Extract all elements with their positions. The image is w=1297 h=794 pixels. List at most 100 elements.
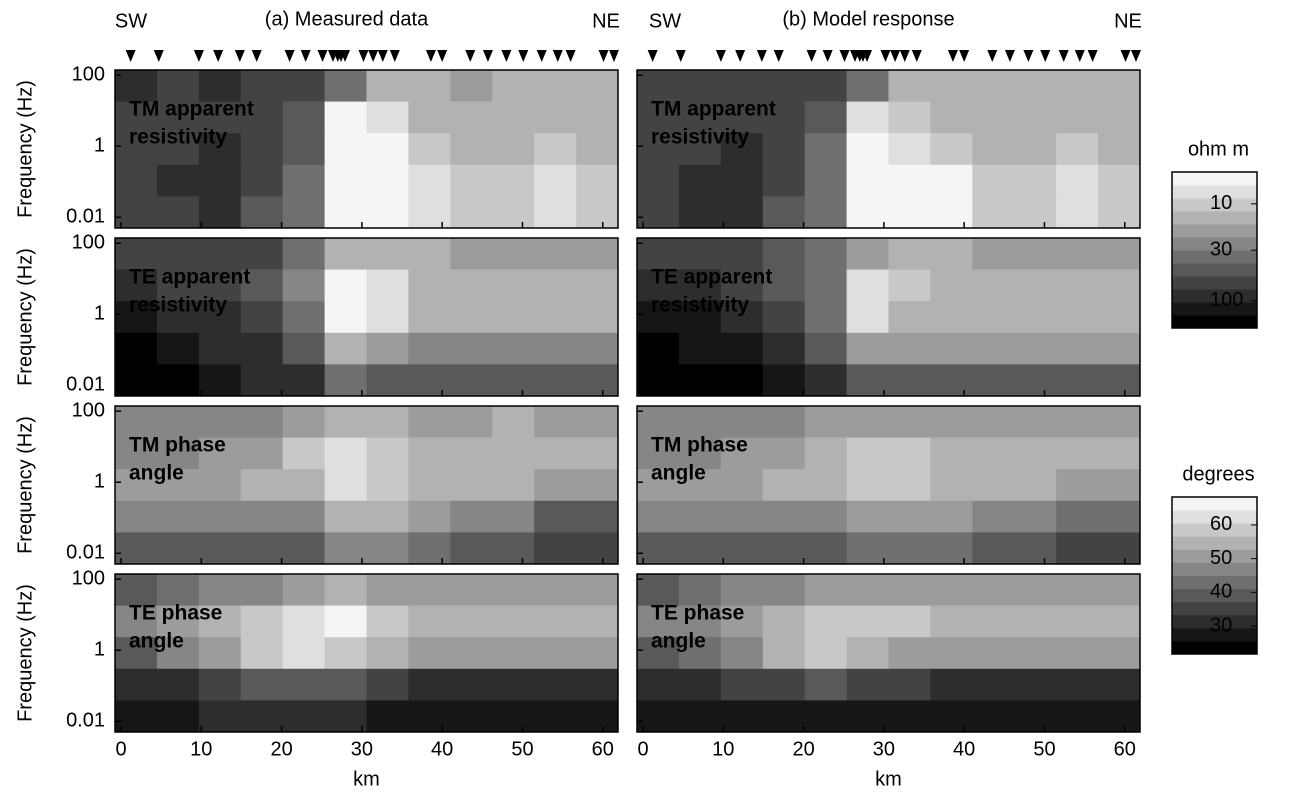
cell [762,406,806,439]
cell [1098,269,1141,302]
cell [1056,406,1099,439]
cell [324,406,367,439]
y-axis-label: Frequency (Hz) [14,248,36,386]
cell [324,700,367,733]
cell [366,668,409,701]
cell [804,668,848,701]
x-axis-label: km [353,768,380,790]
colorbar-tick-label: 50 [1210,547,1232,569]
cell [804,101,848,134]
x-tick-label: 20 [270,738,292,760]
cell [930,332,973,365]
cell [972,637,1015,670]
cell [888,574,931,607]
cell [888,668,931,701]
cell [762,269,806,302]
cell [1098,437,1141,470]
cell [492,70,535,103]
cell [408,700,451,733]
cell [678,101,722,134]
cell [576,164,619,197]
cell [1098,500,1141,533]
cell [972,668,1015,701]
colorbar-frame [1171,496,1258,655]
cell [156,500,200,533]
cell [720,532,764,565]
cell [240,196,284,229]
panel-frame [636,405,1141,565]
colorbar-tick-label: 10 [1210,192,1232,214]
x-tick-label: 50 [1033,738,1055,760]
cell [240,406,284,439]
cell [1014,70,1057,103]
cell [324,164,367,197]
cell [198,101,242,134]
cell [492,574,535,607]
cell [198,637,242,670]
cell [408,605,451,638]
cell [492,332,535,365]
cell [720,605,764,638]
cell [972,196,1015,229]
y-tick-label: 0.01 [66,206,105,228]
cell [720,101,764,134]
x-tick-label: 60 [1114,738,1136,760]
cell [762,668,806,701]
cell [576,700,619,733]
cell [804,637,848,670]
cell [930,700,973,733]
cell [534,238,577,271]
station [340,50,351,62]
cell [492,238,535,271]
cell [1098,574,1141,607]
x-axis-label: km [875,768,902,790]
cell [324,668,367,701]
cell [408,406,451,439]
cell [576,133,619,166]
panel-frame [114,405,619,565]
cell [1014,133,1057,166]
cell [1014,469,1057,502]
station [1087,50,1098,62]
cell [1014,637,1057,670]
cell [576,70,619,103]
cell [534,637,577,670]
station [213,50,224,62]
panel-frame [636,573,1141,733]
colorbar-band [1172,211,1257,225]
cell [492,469,535,502]
cell [888,437,931,470]
cell [240,437,284,470]
cell [1056,332,1099,365]
colorbar-band [1172,640,1257,655]
cell [534,532,577,565]
station [377,50,388,62]
cell [972,437,1015,470]
cell [637,301,680,334]
cell [972,164,1015,197]
station [565,50,576,62]
colorbar-band [1172,523,1257,537]
station [368,50,379,62]
cell [450,70,493,103]
cell [450,164,493,197]
cell [804,133,848,166]
cell [1014,406,1057,439]
cell [450,332,493,365]
cell [576,301,619,334]
cell [637,133,680,166]
cell [720,406,764,439]
end-label: NE [1114,10,1142,32]
panel-label: TM phase [651,434,748,457]
cell [930,301,973,334]
colorbar-band [1172,302,1257,316]
cell [972,133,1015,166]
cell [1056,437,1099,470]
cell [1056,269,1099,302]
cell [240,164,284,197]
cell [720,164,764,197]
cell [115,500,158,533]
cell [366,532,409,565]
cell [366,469,409,502]
cell [637,637,680,670]
